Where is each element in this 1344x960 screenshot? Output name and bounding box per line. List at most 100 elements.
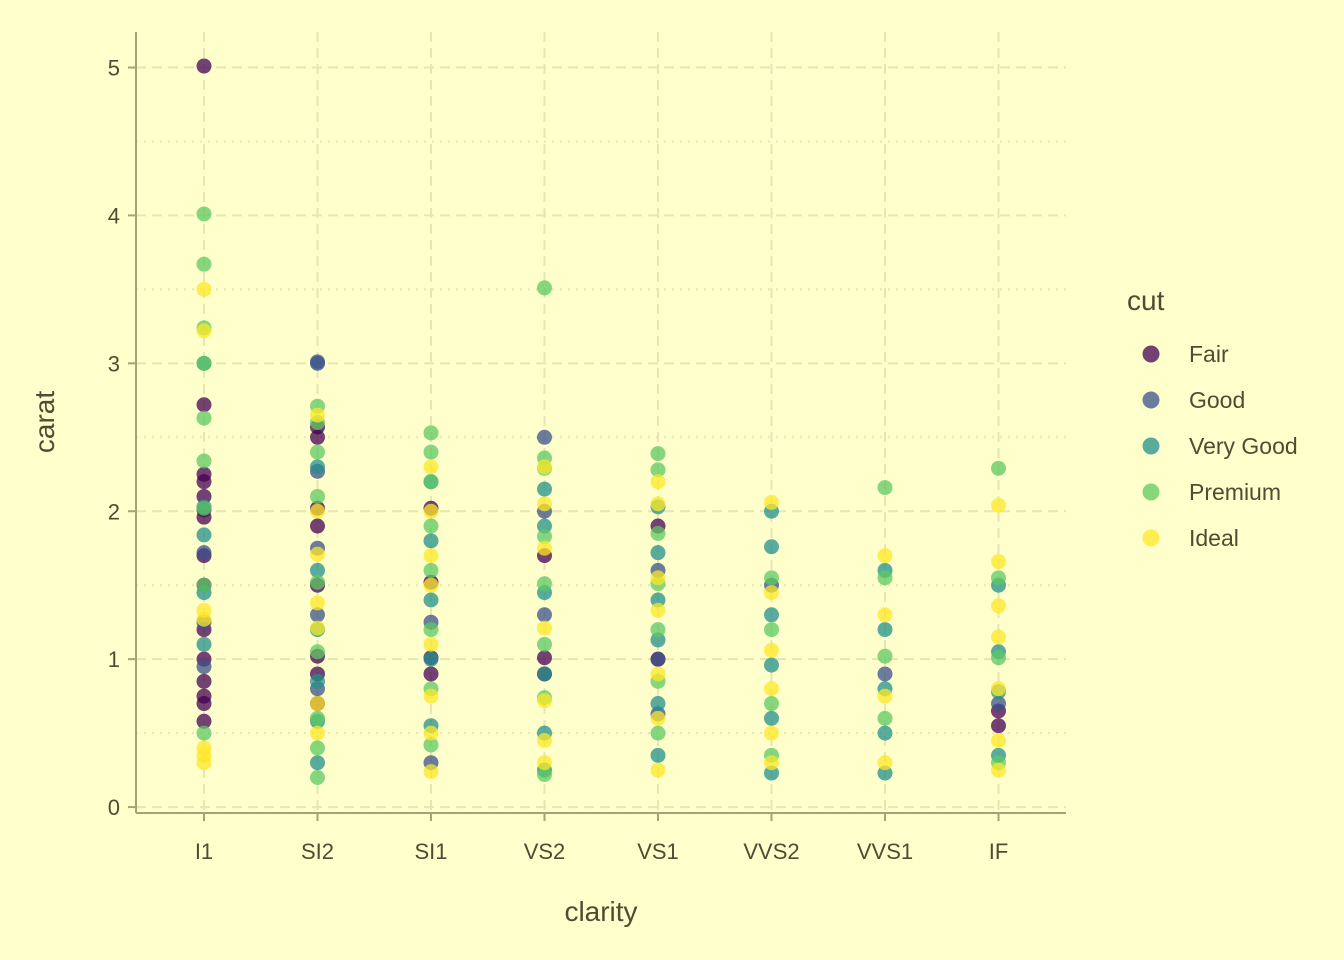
data-point-good (537, 607, 552, 623)
y-tick-label: 0 (108, 795, 120, 820)
data-point-good (537, 429, 552, 445)
legend-label: Ideal (1189, 525, 1239, 551)
data-point-ideal (991, 598, 1006, 614)
data-point-ideal (650, 602, 666, 618)
data-point-ideal (423, 459, 439, 475)
data-point-fair (196, 673, 212, 689)
data-point-ideal (196, 755, 212, 771)
data-point-very-good (537, 518, 552, 534)
data-point-premium (537, 767, 552, 783)
data-point-very-good (310, 459, 325, 475)
data-point-ideal (764, 681, 779, 697)
data-point-premium (196, 355, 212, 371)
data-point-very-good (537, 481, 552, 497)
data-point-premium (423, 474, 439, 490)
data-point-ideal (877, 755, 893, 771)
y-tick-label: 2 (108, 499, 120, 524)
data-point-very-good (877, 725, 893, 741)
data-point-premium (423, 425, 439, 441)
data-point-premium (877, 570, 893, 586)
x-tick-label: VS2 (524, 839, 566, 864)
data-point-ideal (991, 762, 1006, 778)
data-point-very-good (310, 562, 325, 578)
data-point-premium (310, 444, 325, 460)
x-axis-title: clarity (564, 896, 637, 927)
data-point-fair (196, 474, 212, 490)
data-point-ideal (764, 494, 779, 510)
data-point-ideal (310, 407, 325, 423)
data-point-ideal (650, 710, 666, 726)
legend-label: Fair (1189, 341, 1229, 367)
data-point-ideal (991, 629, 1006, 645)
data-point-very-good (423, 533, 439, 549)
legend-key-ideal (1142, 529, 1160, 547)
data-point-premium (537, 528, 552, 544)
data-point-good (196, 545, 212, 561)
y-tick-label: 4 (108, 203, 120, 228)
data-point-premium (423, 518, 439, 534)
data-point-ideal (650, 496, 666, 512)
data-point-ideal (196, 323, 212, 339)
legend-label: Very Good (1189, 433, 1298, 459)
data-point-good (196, 659, 212, 675)
data-point-premium (310, 770, 325, 785)
data-point-very-good (764, 607, 779, 623)
data-point-premium (423, 737, 439, 753)
data-point-fair (991, 718, 1006, 734)
data-point-premium (764, 622, 779, 638)
data-point-ideal (423, 764, 439, 780)
data-point-very-good (650, 747, 666, 763)
data-point-ideal (310, 595, 325, 611)
data-point-premium (650, 622, 666, 638)
data-point-good (650, 651, 666, 667)
legend-label: Premium (1189, 479, 1281, 505)
data-point-premium (991, 570, 1006, 586)
data-point-premium (650, 525, 666, 541)
data-point-very-good (764, 765, 779, 781)
data-point-premium (877, 480, 893, 496)
data-point-ideal (537, 755, 552, 771)
x-tick-label: SI1 (414, 839, 447, 864)
x-tick-label: VVS1 (857, 839, 913, 864)
data-point-premium (196, 256, 212, 272)
data-point-ideal (537, 620, 552, 636)
legend-key-premium (1142, 483, 1160, 501)
data-point-premium (764, 696, 779, 712)
data-points (196, 58, 1006, 785)
data-point-premium (991, 650, 1006, 666)
y-tick-label: 3 (108, 351, 120, 376)
data-point-premium (423, 562, 439, 578)
data-point-ideal (537, 496, 552, 512)
data-point-ideal (537, 693, 552, 709)
data-point-ideal (764, 585, 779, 601)
data-point-premium (423, 622, 439, 638)
data-point-ideal (650, 666, 666, 682)
data-point-premium (196, 725, 212, 741)
legend-label: Good (1189, 387, 1245, 413)
data-point-ideal (650, 570, 666, 586)
data-point-ideal (537, 459, 552, 475)
data-point-very-good (310, 673, 325, 689)
data-point-premium (310, 710, 325, 726)
data-point-very-good (877, 622, 893, 638)
x-tick-label: IF (989, 839, 1009, 864)
legend: cut Fair Good Very Good Premium Ideal (1127, 285, 1298, 551)
data-point-very-good (423, 592, 439, 608)
data-point-premium (310, 574, 325, 590)
data-point-fair (196, 713, 212, 729)
data-point-premium (196, 206, 212, 222)
data-point-ideal (991, 733, 1006, 749)
data-point-premium (310, 488, 325, 504)
data-point-ideal (877, 607, 893, 623)
data-point-ideal (423, 725, 439, 741)
x-tick-label: VS1 (637, 839, 679, 864)
data-point-ideal (310, 546, 325, 562)
axes: 0 1 2 3 4 5 I1 SI2 SI1 VS2 VS1 VVS2 VVS1 IF (108, 32, 1066, 864)
data-point-ideal (423, 636, 439, 652)
data-point-premium (310, 740, 325, 756)
data-point-very-good (310, 755, 325, 771)
data-point-fair (537, 650, 552, 666)
data-point-ideal (196, 611, 212, 627)
data-point-premium (650, 446, 666, 462)
data-point-very-good (423, 651, 439, 667)
